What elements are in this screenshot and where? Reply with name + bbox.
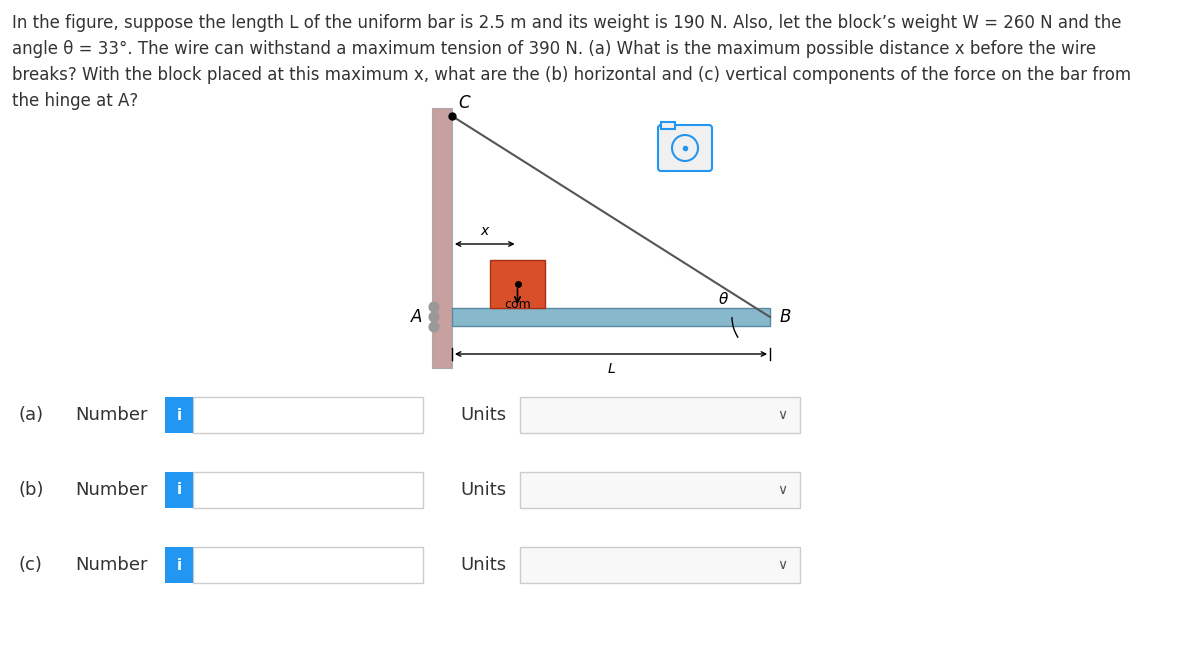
- Text: B: B: [780, 308, 791, 326]
- Bar: [490, 260, 545, 308]
- Text: Units: Units: [460, 406, 506, 424]
- Circle shape: [430, 322, 439, 332]
- Text: $\theta$: $\theta$: [719, 291, 730, 307]
- Text: x: x: [481, 224, 488, 238]
- Text: Number: Number: [74, 406, 148, 424]
- Bar: [193, 547, 424, 583]
- Text: ∨: ∨: [776, 483, 787, 497]
- Bar: [520, 472, 800, 508]
- Bar: [520, 397, 800, 433]
- Text: the hinge at A?: the hinge at A?: [12, 92, 138, 110]
- Text: (c): (c): [18, 556, 42, 574]
- Bar: [661, 122, 674, 129]
- Text: angle θ = 33°. The wire can withstand a maximum tension of 390 N. (a) What is th: angle θ = 33°. The wire can withstand a …: [12, 40, 1096, 58]
- Text: breaks? With the block placed at this maximum x, what are the (b) horizontal and: breaks? With the block placed at this ma…: [12, 66, 1132, 84]
- Text: ∨: ∨: [776, 558, 787, 572]
- FancyBboxPatch shape: [658, 125, 712, 171]
- Circle shape: [430, 312, 439, 322]
- Text: Number: Number: [74, 556, 148, 574]
- Bar: [520, 547, 800, 583]
- Bar: [166, 397, 193, 433]
- Text: i: i: [176, 557, 181, 572]
- Text: i: i: [176, 408, 181, 422]
- Text: A: A: [410, 308, 422, 326]
- Text: (b): (b): [18, 481, 43, 499]
- Text: com: com: [504, 298, 530, 311]
- Text: ∨: ∨: [776, 408, 787, 422]
- Bar: [166, 472, 193, 508]
- Text: Number: Number: [74, 481, 148, 499]
- Text: Units: Units: [460, 556, 506, 574]
- Text: i: i: [176, 483, 181, 498]
- Bar: [166, 547, 193, 583]
- Text: Units: Units: [460, 481, 506, 499]
- Circle shape: [430, 302, 439, 312]
- Bar: [193, 472, 424, 508]
- Text: In the figure, suppose the length L of the uniform bar is 2.5 m and its weight i: In the figure, suppose the length L of t…: [12, 14, 1122, 32]
- Text: L: L: [607, 362, 614, 376]
- Bar: [432, 108, 452, 368]
- Text: C: C: [458, 94, 469, 112]
- Bar: [193, 397, 424, 433]
- Bar: [452, 308, 770, 326]
- Text: (a): (a): [18, 406, 43, 424]
